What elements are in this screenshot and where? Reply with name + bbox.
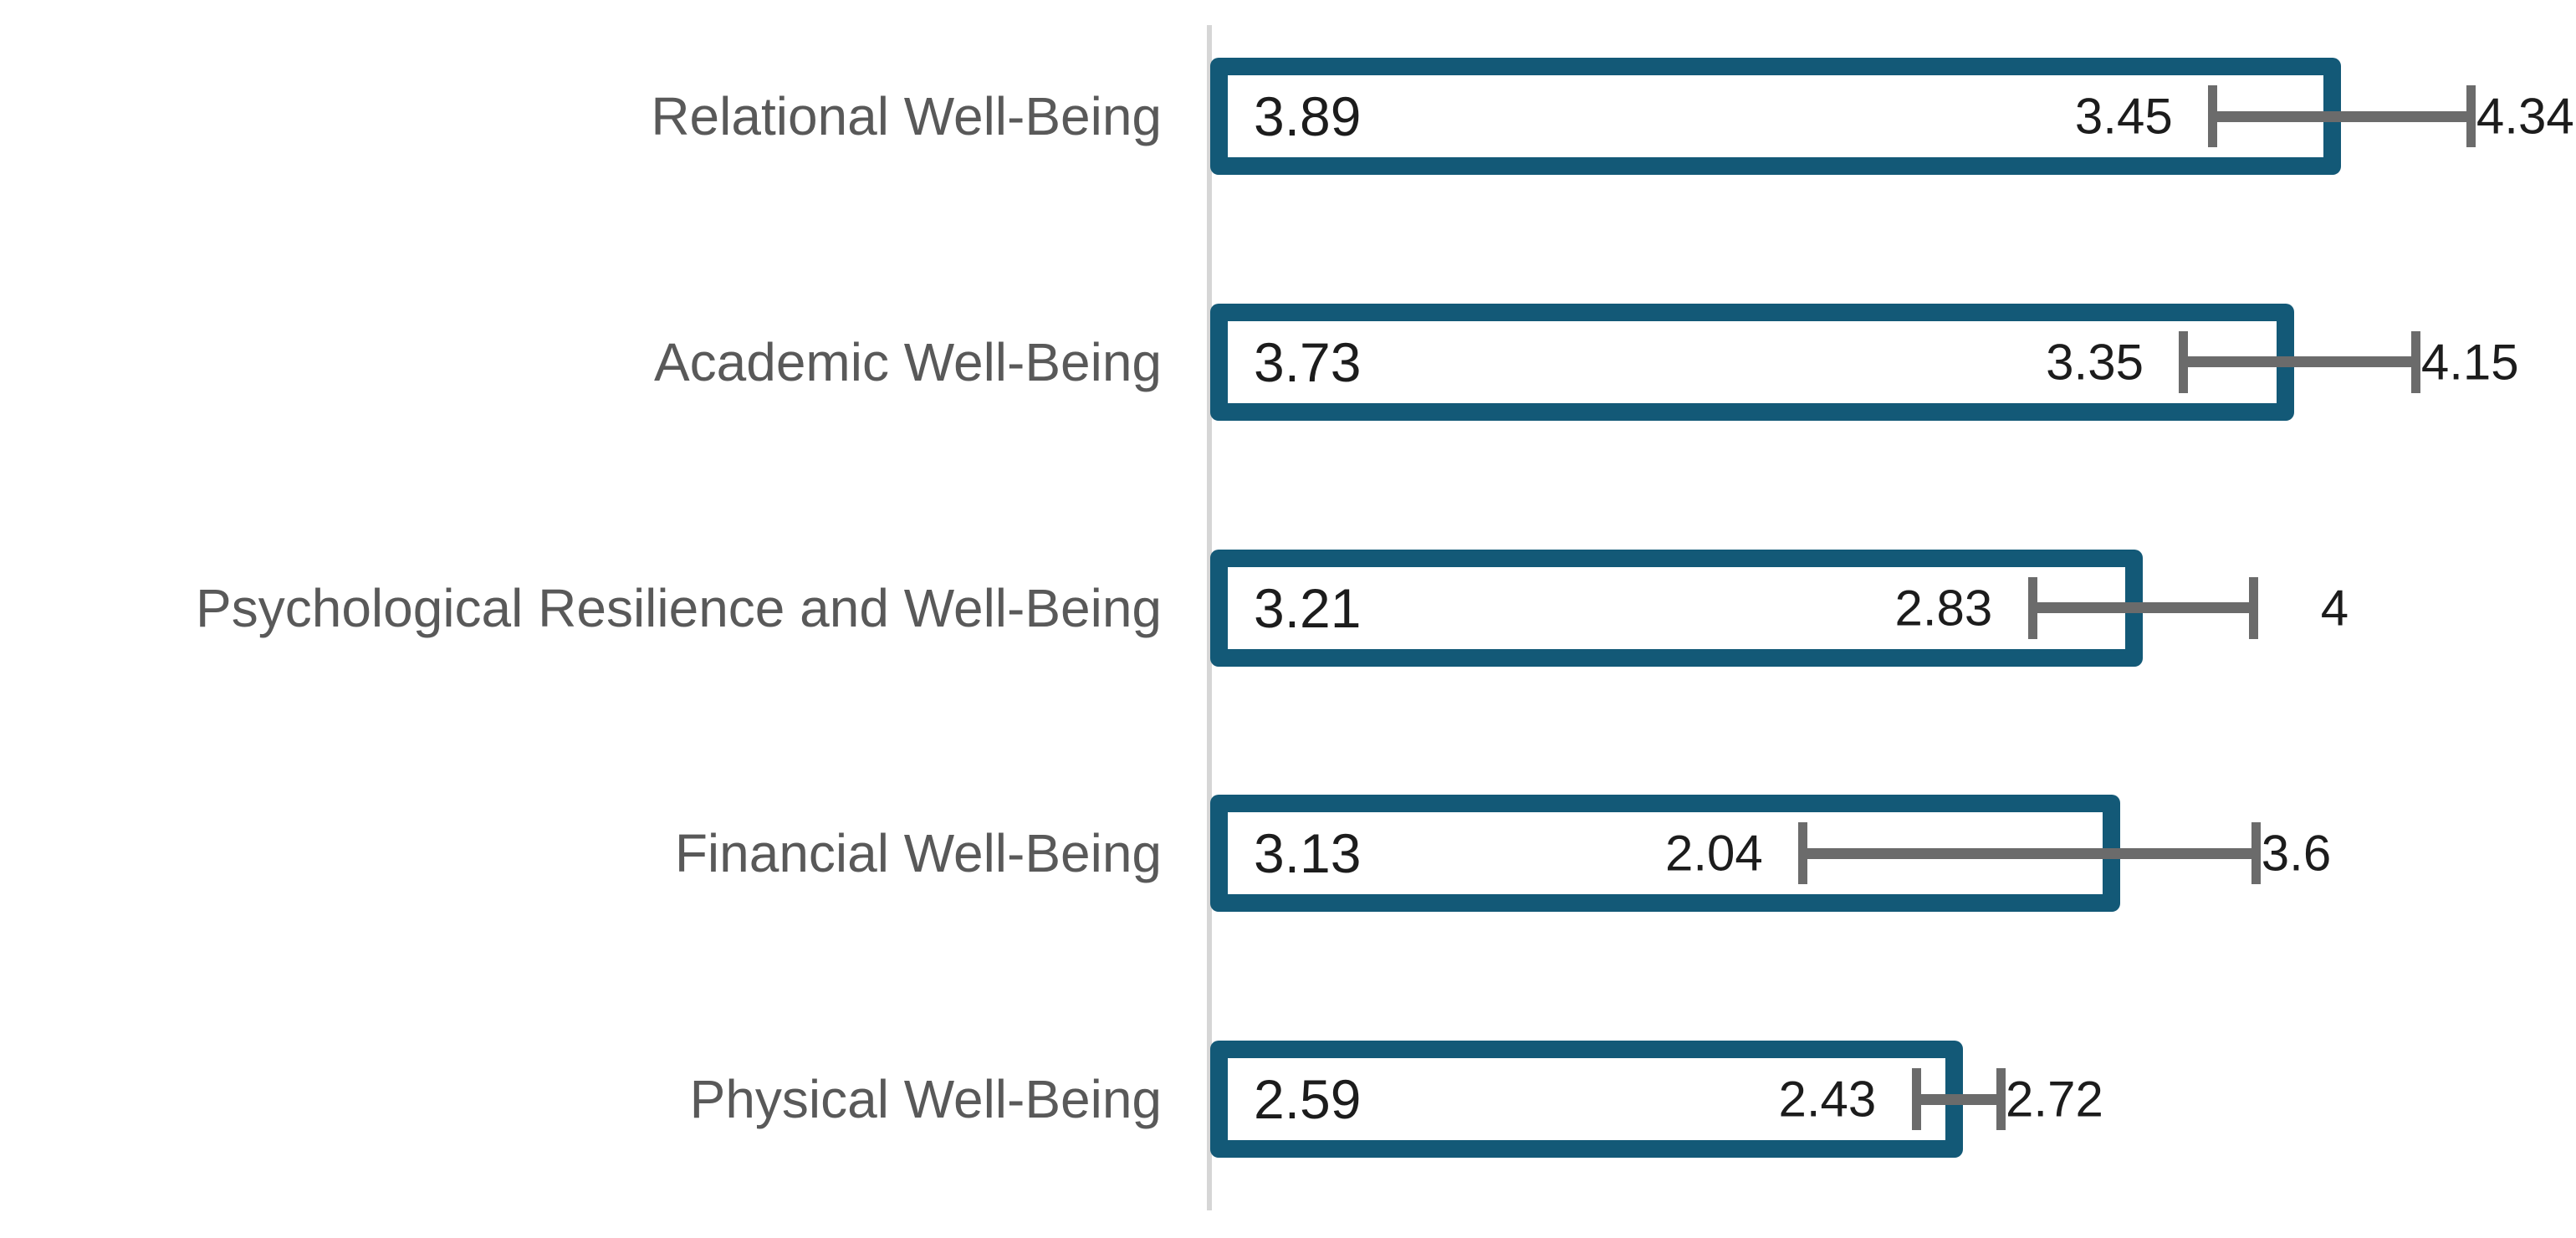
category-label: Relational Well-Being <box>651 85 1162 146</box>
error-bar-cap-low <box>2208 85 2218 147</box>
error-bar-cap-high <box>2248 576 2258 639</box>
error-high-label: 3.6 <box>2261 825 2332 882</box>
category-label: Psychological Resilience and Well-Being <box>196 577 1162 638</box>
error-bar-line <box>1916 1093 2001 1105</box>
error-bar-cap-low <box>1798 822 1808 885</box>
error-bar-cap-high <box>2411 330 2421 393</box>
error-high-label: 2.72 <box>2006 1071 2103 1128</box>
error-bar-line <box>2183 356 2416 368</box>
error-high-label: 4 <box>2320 580 2349 636</box>
error-bar-cap-low <box>2027 576 2037 639</box>
error-bar-cap-high <box>2466 85 2476 147</box>
bar <box>1210 58 2341 175</box>
category-label: Physical Well-Being <box>689 1068 1162 1129</box>
bar <box>1210 1041 1963 1158</box>
error-bar-cap-low <box>1911 1068 1921 1130</box>
error-low-label: 3.45 <box>2074 88 2173 145</box>
bar-value-label: 3.89 <box>1254 85 1362 147</box>
category-label: Academic Well-Being <box>653 331 1162 392</box>
y-axis-baseline <box>1207 25 1212 1210</box>
bar-value-label: 2.59 <box>1254 1068 1362 1130</box>
error-bar-line <box>2212 110 2471 122</box>
bar-value-label: 3.73 <box>1254 330 1362 393</box>
error-high-label: 4.15 <box>2420 334 2519 391</box>
error-high-label: 4.34 <box>2476 88 2574 145</box>
error-bar-line <box>2032 602 2254 613</box>
error-low-label: 2.04 <box>1665 825 1763 882</box>
error-bar-cap-high <box>1996 1068 2006 1130</box>
bar-value-label: 3.21 <box>1254 576 1362 639</box>
error-bar-cap-high <box>2251 822 2262 885</box>
error-low-label: 2.43 <box>1778 1071 1877 1128</box>
error-bar-cap-low <box>2179 330 2189 393</box>
error-bar-line <box>1802 847 2257 859</box>
error-low-label: 2.83 <box>1894 580 1993 636</box>
bar <box>1210 549 2144 667</box>
error-low-label: 3.35 <box>2046 334 2144 391</box>
bar <box>1210 303 2294 421</box>
bar-value-label: 3.13 <box>1254 822 1362 885</box>
category-label: Financial Well-Being <box>674 823 1162 884</box>
